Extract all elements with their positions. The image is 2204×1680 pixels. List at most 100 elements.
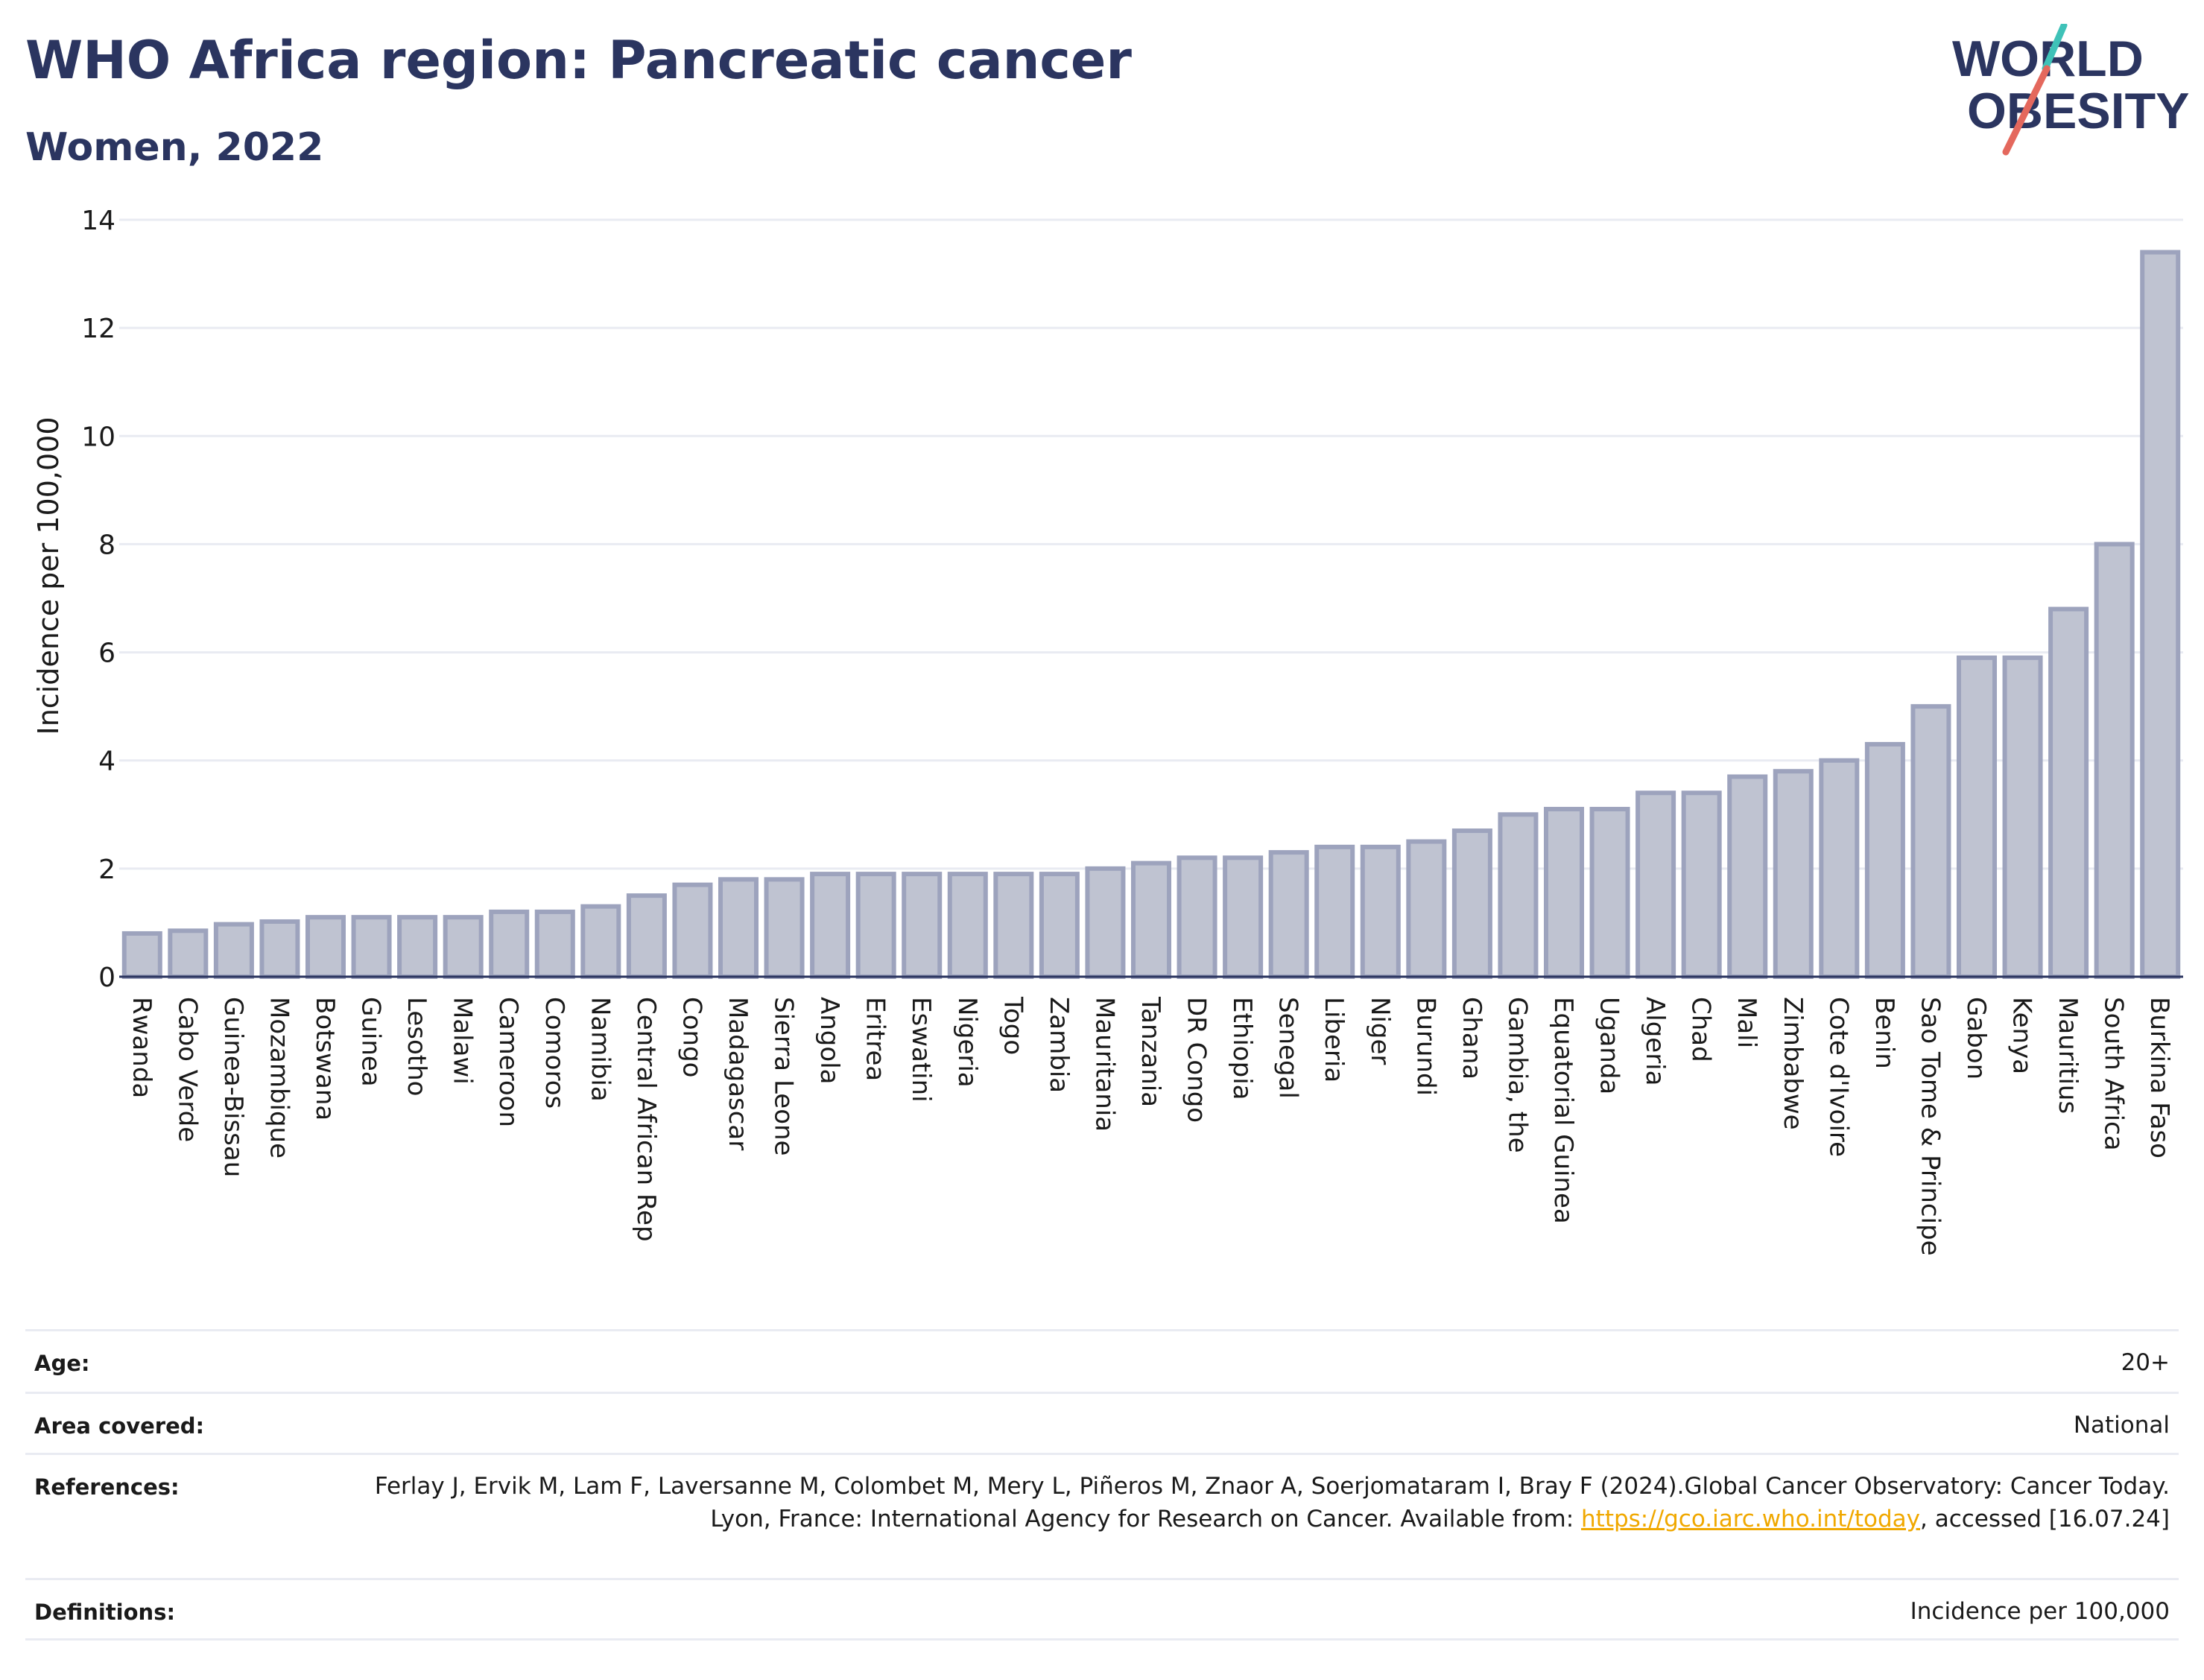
y-tick-label: 14 [81, 206, 115, 236]
x-tick-labels: Rwanda Cabo Verde Guinea-Bissau Mozambique B… [127, 996, 2174, 1256]
y-axis-label: Incidence per 100,000 [32, 416, 65, 735]
x-tick-label: Madagascar [723, 997, 753, 1150]
bar-ethiopia [1223, 855, 1264, 980]
x-tick-label: Kenya [2007, 997, 2037, 1074]
bar-niger [1360, 844, 1401, 980]
x-tick-label: Niger [1365, 997, 1395, 1065]
bar-burundi [1406, 839, 1447, 979]
y-tick-label: 4 [98, 747, 115, 777]
bar-south-africa [2094, 542, 2135, 979]
bar-chart: 0 2 4 6 8 10 12 14 Incidence per 100,000 Rwanda… [32, 206, 2183, 1256]
x-tick-label: Namibia [585, 997, 615, 1102]
bar-dr-congo [1177, 855, 1217, 980]
bar-cabo-verde [168, 928, 209, 980]
bar-equatorial-guinea [1543, 807, 1585, 979]
bar-zimbabwe [1773, 769, 1814, 979]
bar-zambia [1039, 872, 1080, 979]
bar-chad [1681, 790, 1722, 980]
bar-angola [810, 872, 851, 979]
x-tick-label: Benin [1869, 997, 1899, 1069]
bar-mauritius [2048, 606, 2089, 979]
bar-comoros [534, 909, 575, 980]
bar-cote-d-ivoire [1819, 758, 1860, 979]
age-value: 20+ [2121, 1349, 2170, 1376]
bar-kenya [2002, 655, 2043, 979]
x-tick-label: Eswatini [906, 997, 936, 1103]
bar-mozambique [259, 919, 300, 980]
x-tick-label: Togo [998, 996, 1027, 1055]
x-tick-label: Equatorial Guinea [1548, 997, 1578, 1224]
x-tick-label: Lesotho [402, 997, 431, 1096]
bar-congo [672, 882, 713, 979]
y-tick-label: 12 [81, 314, 115, 344]
bar-rwanda [121, 931, 162, 980]
x-tick-label: Zimbabwe [1778, 997, 1808, 1130]
bar-eswatini [902, 872, 943, 979]
bar-sierra-leone [764, 877, 805, 980]
references-link[interactable]: https://gco.iarc.who.int/today [1581, 1506, 1920, 1532]
x-tick-label: Eritrea [861, 997, 890, 1081]
bar-guinea-bissau [213, 922, 254, 979]
y-tick-label: 2 [98, 855, 115, 885]
world-obesity-logo: WORLD OBESITY [1952, 24, 2190, 156]
bar-togo [993, 872, 1034, 979]
x-tick-label: Sierra Leone [769, 997, 799, 1156]
bar-uganda [1589, 807, 1630, 979]
bar-namibia [580, 904, 621, 979]
meta-row-references: References: Ferlay J, Ervik M, Lam F, La… [25, 1453, 2179, 1578]
x-tick-label: Uganda [1595, 997, 1624, 1094]
meta-row-definitions: Definitions: Incidence per 100,000 [25, 1578, 2179, 1641]
references-text: Ferlay J, Ervik M, Lam F, Laversanne M, … [374, 1473, 2170, 1532]
x-tick-label: Cameroon [493, 997, 523, 1127]
area-value: National [2073, 1412, 2170, 1439]
bar-cameroon [489, 909, 530, 980]
references-label: References: [34, 1474, 180, 1500]
x-tick-label: Algeria [1640, 997, 1670, 1085]
bar-burkina-faso [2140, 250, 2181, 979]
bar-ghana [1451, 828, 1492, 979]
x-tick-label: Zambia [1044, 997, 1074, 1093]
x-tick-label: Rwanda [127, 997, 156, 1098]
bar-gambia-the [1498, 812, 1539, 980]
bar-malawi [443, 915, 484, 979]
definitions-value: Incidence per 100,000 [1910, 1598, 2170, 1625]
x-tick-label: DR Congo [1182, 997, 1212, 1123]
x-tick-label: Malawi [448, 997, 478, 1085]
y-tick-label: 10 [81, 422, 115, 452]
age-label: Age: [34, 1351, 90, 1376]
chart-subtitle: Women, 2022 [25, 125, 324, 170]
x-tick-label: Mauritius [2053, 997, 2083, 1114]
x-tick-label: Guinea [356, 997, 386, 1087]
bar-eritrea [855, 872, 896, 979]
definitions-label: Definitions: [34, 1600, 176, 1625]
x-tick-label: South Africa [2099, 997, 2129, 1151]
x-tick-label: Guinea-Bissau [218, 997, 248, 1177]
x-tick-label: Angola [814, 997, 844, 1084]
bar-madagascar [718, 877, 759, 980]
x-tick-label: Central African Rep [631, 997, 661, 1242]
x-tick-label: Burkina Faso [2144, 997, 2174, 1158]
area-label: Area covered: [34, 1413, 205, 1439]
chart-title: WHO Africa region: Pancreatic cancer [25, 30, 1132, 91]
x-tick-label: Liberia [1319, 997, 1349, 1083]
x-tick-label: Ethiopia [1227, 997, 1257, 1100]
x-tick-label: Mozambique [264, 997, 294, 1158]
y-tick-labels: 0 2 4 6 8 10 12 14 [81, 206, 115, 993]
y-tick-label: 6 [98, 638, 115, 669]
bar-gabon [1956, 655, 1998, 979]
bar-senegal [1268, 850, 1309, 979]
x-tick-label: Burundi [1410, 997, 1440, 1096]
x-tick-label: Sao Tome & Principe [1915, 997, 1945, 1256]
x-tick-label: Chad [1686, 997, 1716, 1062]
bar-mauritania [1085, 866, 1126, 980]
x-tick-label: Nigeria [952, 997, 982, 1088]
bar-sao-tome-principe [1910, 704, 1951, 980]
references-accessed: , accessed [16.07.24] [1919, 1506, 2170, 1532]
logo-word-obesity: OBESITY [1967, 83, 2190, 139]
bar-benin [1864, 741, 1905, 979]
x-tick-label: Mali [1732, 997, 1761, 1048]
y-tick-label: 0 [98, 963, 115, 993]
x-tick-label: Botswana [310, 997, 340, 1120]
bar-botswana [305, 915, 346, 979]
bar-guinea [351, 915, 392, 979]
